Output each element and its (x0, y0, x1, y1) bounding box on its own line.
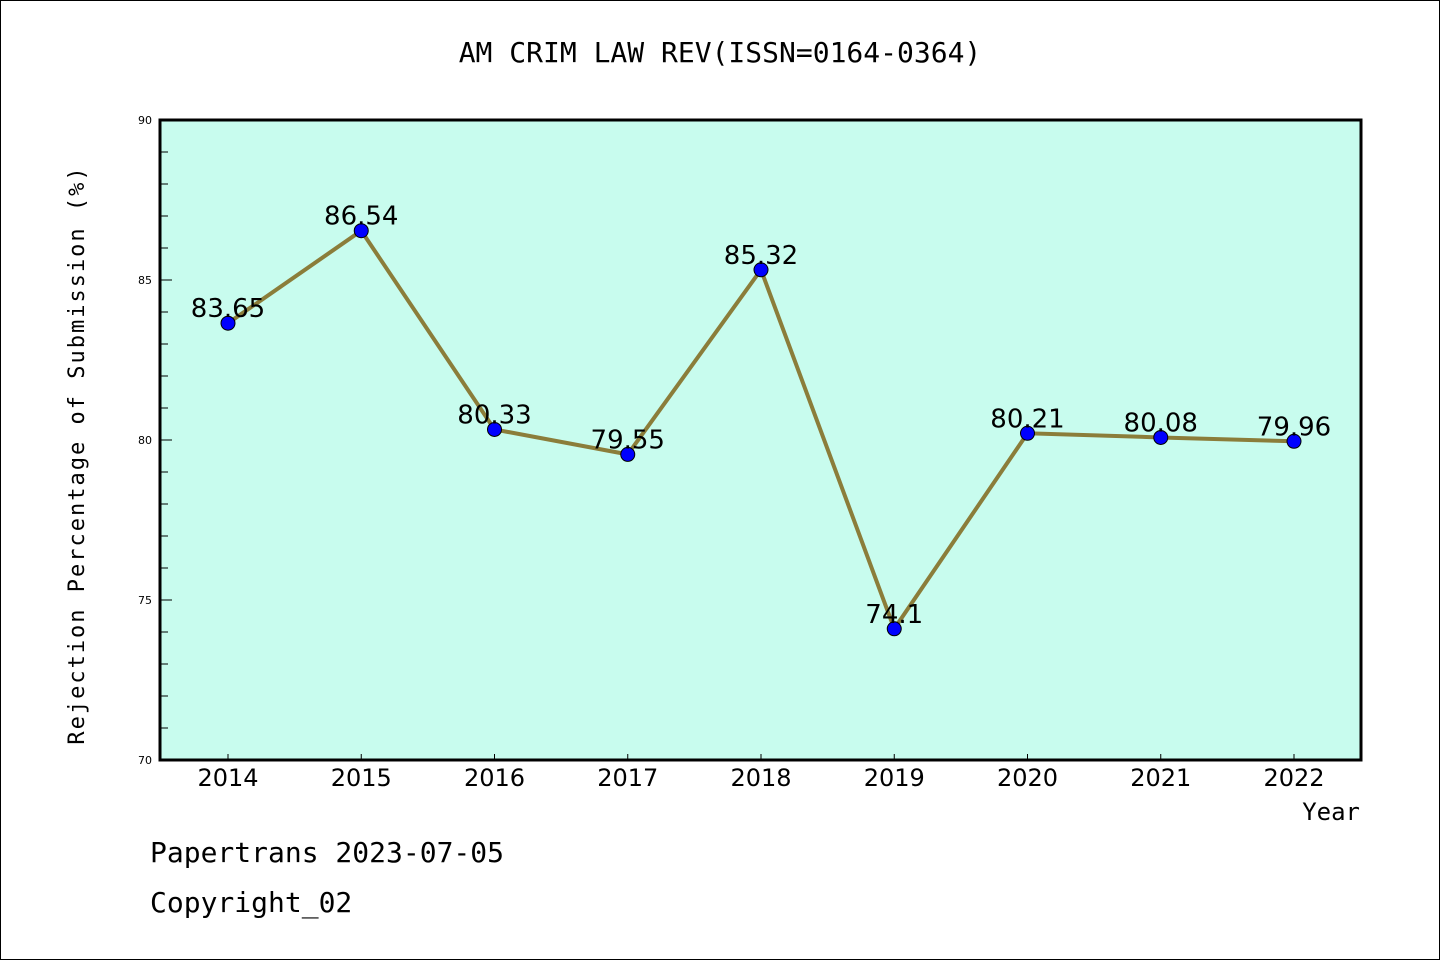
x-tick-label: 2019 (864, 764, 925, 792)
data-point (1153, 429, 1169, 445)
x-tick-label: 2022 (1263, 764, 1324, 792)
y-tick-label: 75 (138, 594, 152, 607)
y-axis-label: Rejection Percentage of Submission (%) (65, 165, 90, 744)
x-axis-label: Year (1302, 798, 1360, 826)
data-label: 79.96 (1257, 412, 1331, 442)
x-tick-label: 2017 (597, 764, 658, 792)
data-point (487, 421, 502, 437)
data-point (353, 223, 369, 239)
data-label: 74.1 (865, 600, 923, 630)
data-label: 80.33 (457, 400, 531, 430)
data-point (753, 262, 769, 278)
data-label: 80.08 (1124, 408, 1198, 438)
x-tick-label: 2016 (464, 764, 525, 792)
x-tick-label: 2020 (997, 764, 1058, 792)
y-tick-label: 90 (138, 114, 152, 127)
data-point (1020, 425, 1035, 441)
data-label: 86.54 (324, 202, 398, 232)
data-label: 85.32 (724, 241, 798, 271)
chart-title: AM CRIM LAW REV(ISSN=0164-0364) (458, 36, 982, 69)
x-tick-label: 2015 (331, 764, 392, 792)
x-tick-label: 2021 (1130, 764, 1191, 792)
y-tick-label: 85 (138, 274, 152, 287)
plot-border (158, 118, 1363, 762)
data-point (220, 315, 236, 331)
data-label: 83.65 (191, 294, 265, 324)
data-label: 79.55 (591, 425, 665, 455)
data-point (886, 621, 902, 637)
data-point (1286, 433, 1302, 449)
data-point (620, 446, 636, 462)
x-tick-label: 2014 (197, 764, 258, 792)
footer-date: Papertrans 2023-07-05 (150, 836, 505, 869)
x-tick-label: 2018 (730, 764, 791, 792)
y-tick-label: 70 (138, 754, 152, 767)
y-tick-label: 80 (138, 434, 152, 447)
data-label: 80.21 (990, 404, 1064, 434)
footer-copyright: Copyright_02 (150, 886, 353, 919)
